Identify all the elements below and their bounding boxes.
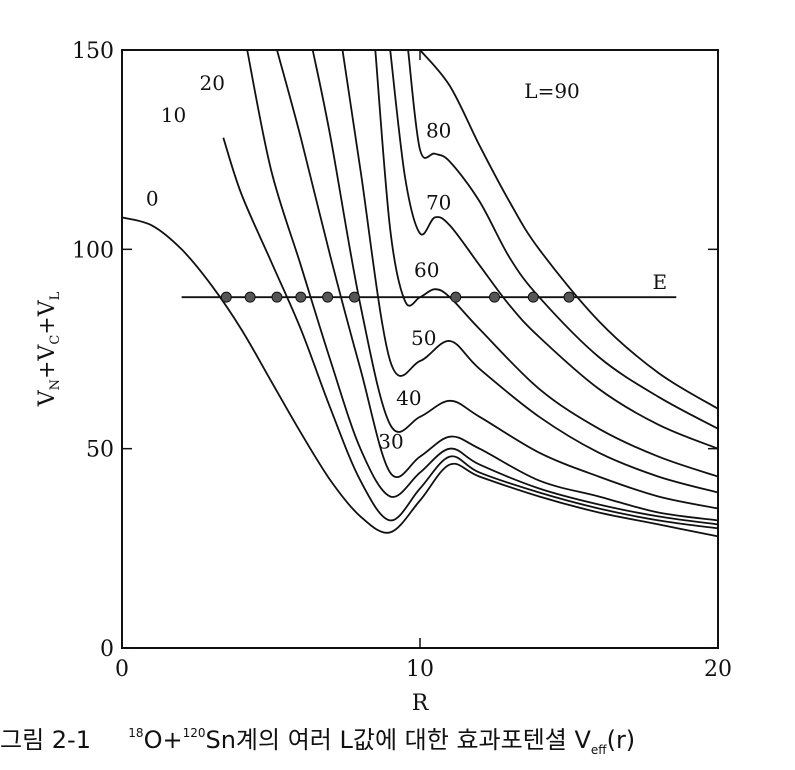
intersection-point <box>271 291 283 303</box>
curve-L-20 <box>246 49 719 526</box>
curve-label: L=90 <box>524 79 580 103</box>
caption-isotope2-element: Sn <box>205 726 236 754</box>
curve-label: 0 <box>146 186 159 210</box>
intersection-point <box>220 291 232 303</box>
caption-text: 계의 여러 L값에 대한 효과포텐셜 <box>235 726 567 754</box>
curve-label: 20 <box>199 71 224 95</box>
curve-L-0 <box>121 216 719 538</box>
intersection-point <box>348 291 360 303</box>
y-tick-label: 0 <box>100 637 114 662</box>
intersection-point <box>527 291 539 303</box>
y-tick-label: 100 <box>72 238 114 263</box>
caption-isotope1-mass: 18 <box>128 726 144 740</box>
curve-L-10 <box>222 137 719 530</box>
caption-isotope2-mass: 120 <box>182 726 206 740</box>
curve-label: 50 <box>411 326 436 350</box>
caption-figure-number: 그림 2-1 <box>0 726 91 754</box>
curve-L-80 <box>407 49 719 430</box>
curve-L-50 <box>341 49 719 494</box>
intersection-point <box>244 291 256 303</box>
curve-label: 10 <box>161 103 186 127</box>
y-axis-label: VN+VC+VL <box>35 291 63 407</box>
curve-label: 70 <box>426 190 451 214</box>
curve-L-30 <box>276 49 719 522</box>
curve-label: E <box>652 270 667 294</box>
intersection-point <box>489 291 500 303</box>
y-tick-label: 50 <box>86 438 114 463</box>
x-axis-label: R <box>412 691 430 716</box>
caption-isotope1-element: O <box>143 726 163 754</box>
intersection-point <box>322 291 334 303</box>
caption-veff-sub: eff <box>590 742 607 757</box>
curve-label: 40 <box>396 386 421 410</box>
intersection-point <box>295 291 307 303</box>
intersection-point <box>450 291 462 303</box>
x-tick-label: 20 <box>704 657 732 682</box>
curve-label: 60 <box>414 258 439 282</box>
figure-caption: 그림 2-1 18O+120Sn계의 여러 L값에 대한 효과포텐셜 Veff(… <box>0 720 795 757</box>
curve-label: 80 <box>426 119 451 143</box>
y-tick-label: 150 <box>72 39 114 64</box>
curve-label: 30 <box>378 430 403 454</box>
curve-L-70 <box>389 49 719 450</box>
curve-L-40 <box>311 49 719 510</box>
caption-veff-arg: (r) <box>606 726 636 754</box>
intersection-point <box>563 291 575 303</box>
curve-L-90 <box>419 49 719 410</box>
x-tick-label: 0 <box>115 657 129 682</box>
x-tick-label: 10 <box>406 657 434 682</box>
caption-plus: + <box>162 726 183 754</box>
curve-L-60 <box>374 49 719 478</box>
caption-veff: V <box>574 726 591 754</box>
